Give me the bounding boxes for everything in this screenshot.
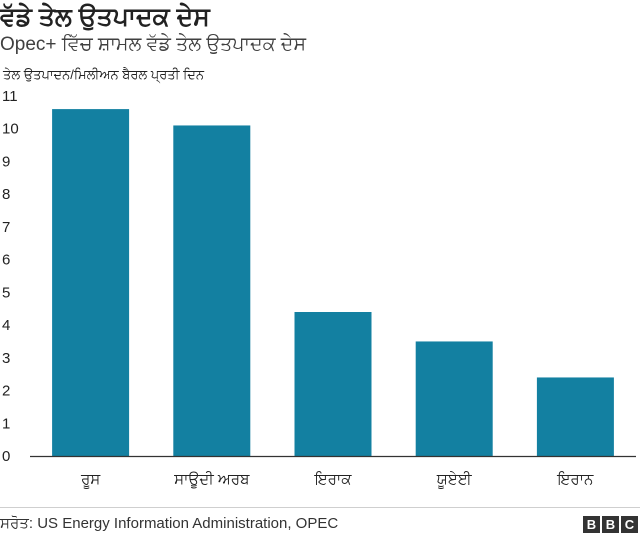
x-tick-label: ਯੂਏਈ (436, 471, 473, 488)
x-tick-label: ਇਰਾਕ (314, 471, 353, 488)
bar (415, 341, 493, 456)
y-tick-label: 6 (2, 252, 10, 269)
x-tick-label: ਇਰਾਨ (556, 471, 594, 488)
y-tick-label: 9 (2, 153, 10, 170)
bbc-logo-letter: B (602, 516, 619, 533)
y-tick-label: 10 (2, 121, 19, 138)
bbc-logo: B B C (583, 516, 638, 533)
y-tick-label: 2 (2, 383, 10, 400)
y-tick-label: 8 (2, 186, 10, 203)
y-tick-label: 4 (2, 317, 10, 334)
bbc-logo-letter: C (621, 516, 638, 533)
bar (52, 109, 130, 456)
bar (536, 377, 614, 456)
y-tick-label: 0 (2, 448, 10, 465)
y-tick-label: 3 (2, 350, 10, 367)
y-tick-label: 5 (2, 284, 10, 301)
footer-divider (0, 507, 640, 508)
x-tick-label: ਸਾਊਦੀ ਅਰਬ (173, 471, 250, 488)
chart-title: ਵੱਡੇ ਤੇਲ ਉਤਪਾਦਕ ਦੇਸ (0, 3, 210, 31)
y-axis-label: ਤੇਲ ਉਤਪਾਦਨ/ਮਿਲੀਅਨ ਬੈਰਲ ਪ੍ਰਤੀ ਦਿਨ (3, 67, 205, 82)
bbc-logo-letter: B (583, 516, 600, 533)
source-note: ਸਰੋਤ: US Energy Information Administrati… (0, 515, 339, 532)
y-tick-label: 1 (2, 415, 10, 432)
bar (173, 125, 251, 457)
bar (294, 312, 372, 456)
x-tick-label: ਰੂਸ (80, 471, 101, 488)
y-tick-label: 7 (2, 219, 10, 236)
y-tick-label: 11 (2, 88, 18, 105)
chart-subtitle: Opec+ ਵਿੱਚ ਸ਼ਾਮਲ ਵੱਡੇ ਤੇਲ ਉਤਪਾਦਕ ਦੇਸ (0, 34, 307, 55)
